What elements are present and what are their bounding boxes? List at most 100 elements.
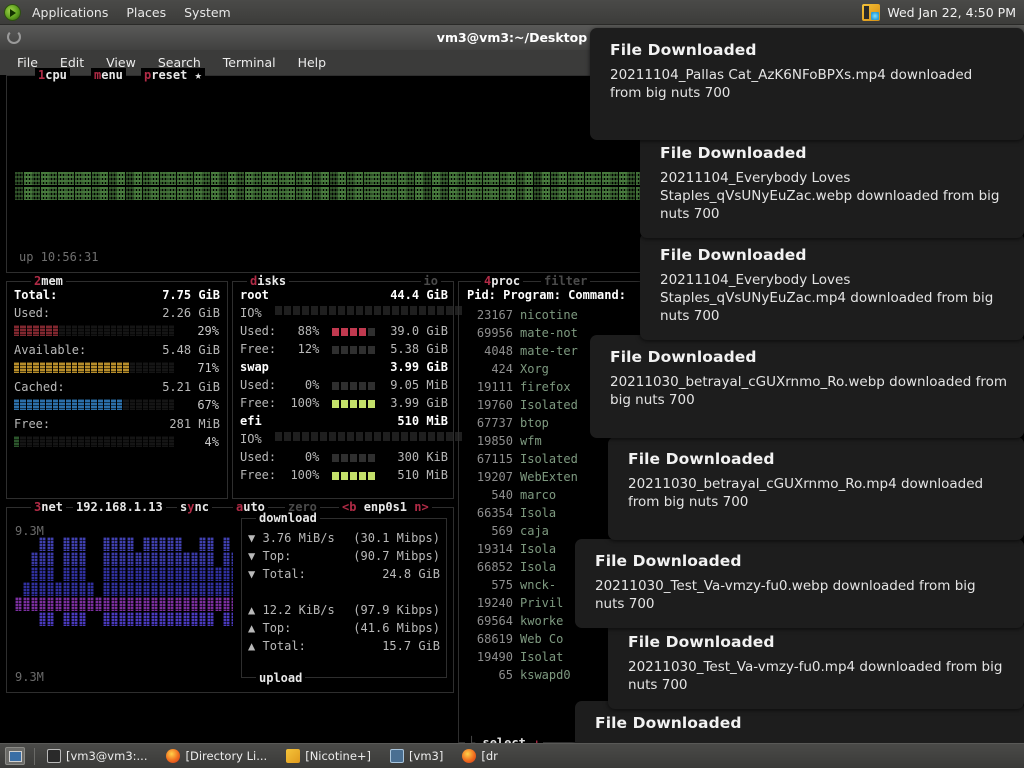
notification-toast[interactable]: File Downloaded 20211104_Everybody Loves …	[640, 131, 1024, 238]
disks-hotkey: d	[250, 274, 258, 288]
menu-places[interactable]: Places	[126, 4, 167, 20]
proc-filter-label[interactable]: filter	[541, 274, 591, 288]
disk-efi-free-bar	[331, 471, 375, 480]
notification-toast[interactable]: File Downloaded 20211030_Test_Va-vmzy-fu0…	[575, 539, 1024, 628]
show-desktop-icon[interactable]	[5, 747, 25, 765]
menu-edit[interactable]: Edit	[59, 55, 85, 70]
menu-file[interactable]: File	[17, 55, 38, 70]
net-ul-rate-row: ▲ 12.2 KiB/s (97.9 Kibps)	[248, 603, 440, 617]
notification-toast[interactable]: File Downloaded 20211030_Test_Va-vmzy-fu0…	[608, 620, 1024, 709]
mate-logo-icon[interactable]	[4, 3, 21, 21]
table-row[interactable]: 4048 mate-ter	[467, 344, 578, 358]
disks-io-label: io	[420, 274, 441, 288]
taskbar-task-label: [vm3]	[409, 749, 444, 763]
mem-box-number: 2	[34, 274, 42, 288]
table-row[interactable]: 67115 Isolated	[467, 452, 578, 466]
menu-help[interactable]: Help	[297, 55, 327, 70]
net-ul-rate: 12.2 KiB/s	[262, 603, 335, 617]
notification-toast[interactable]: File Downloaded 20211104_Everybody Loves …	[640, 233, 1024, 340]
proc-program: btop	[520, 416, 549, 430]
table-row[interactable]: 19760 Isolated	[467, 398, 578, 412]
disk-efi-used-pct: 0%	[304, 450, 320, 464]
menu-search[interactable]: Search	[157, 55, 201, 70]
proc-program: kswapd0	[520, 668, 571, 682]
disk-efi-io-bar	[275, 432, 462, 441]
table-row[interactable]: 19850 wfm	[467, 434, 542, 448]
proc-pid: 19760	[476, 398, 513, 412]
disk-root-io: IO%	[240, 306, 448, 320]
btop-net-box[interactable]: 3net 192.168.1.13 sync auto zero <b enp0…	[6, 500, 454, 693]
taskbar-task[interactable]: [vm3]	[382, 747, 451, 766]
proc-pid: 569	[491, 524, 513, 538]
table-row[interactable]: 68619 Web Co	[467, 632, 563, 646]
proc-pid: 66354	[476, 506, 513, 520]
table-row[interactable]: 19240 Privil	[467, 596, 563, 610]
taskbar-task[interactable]: [Nicotine+]	[278, 747, 379, 766]
proc-pid: 69564	[476, 614, 513, 628]
disk-root-row: root 44.4 GiB	[240, 288, 448, 302]
table-row[interactable]: 19314 Isola	[467, 542, 556, 556]
mem-free-pct: 4%	[204, 435, 219, 449]
table-row[interactable]: 69956 mate-not	[467, 326, 578, 340]
net-ul-total-arrow-icon: ▲	[248, 639, 256, 653]
proc-pid: 19314	[476, 542, 513, 556]
disk-root-free: Free: 12% 5.38 GiB	[240, 342, 448, 356]
notification-toast[interactable]: File Downloaded 20211030_betrayal_cGUXrnm…	[590, 335, 1024, 438]
nicotine-tray-icon[interactable]	[862, 3, 881, 21]
table-row[interactable]: 69564 kworke	[467, 614, 563, 628]
table-row[interactable]: 575 wnck-	[467, 578, 556, 592]
net-scale-top: 9.3M	[15, 524, 44, 538]
btop-mem-box[interactable]: 2mem Total: 7.75 GiB Used: 2.26 GiB 29% …	[6, 274, 228, 499]
menu-terminal[interactable]: Terminal	[222, 55, 276, 70]
proc-pid: 19850	[476, 434, 513, 448]
net-sync-label: s	[180, 500, 188, 514]
table-row[interactable]: 19207 WebExten	[467, 470, 578, 484]
net-traffic-graph	[15, 522, 233, 650]
proc-program: marco	[520, 488, 557, 502]
notification-title: File Downloaded	[628, 633, 775, 651]
proc-box-number: 4	[484, 274, 492, 288]
net-iface-prev[interactable]: <b	[342, 500, 357, 514]
mem-total-row: Total: 7.75 GiB	[14, 288, 220, 302]
net-ul-top-label: Top:	[262, 621, 292, 635]
table-row[interactable]: 66852 Isola	[467, 560, 556, 574]
table-row[interactable]: 65 kswapd0	[467, 668, 571, 682]
disk-swap-size: 3.99 GiB	[390, 360, 448, 374]
proc-program: Isola	[520, 542, 557, 556]
menu-applications[interactable]: Applications	[32, 4, 109, 20]
menu-system[interactable]: System	[184, 4, 231, 20]
table-row[interactable]: 66354 Isola	[467, 506, 556, 520]
clock[interactable]: Wed Jan 22, 4:50 PM	[887, 4, 1016, 20]
taskbar-task[interactable]: [dr	[454, 747, 506, 766]
table-row[interactable]: 540 marco	[467, 488, 556, 502]
mem-total-value: 7.75 GiB	[162, 288, 220, 302]
proc-program: Isolat	[520, 650, 564, 664]
btop-disks-box[interactable]: disks io root 44.4 GiB IO% Used: 88% 39.…	[232, 274, 462, 499]
notification-body: 20211030_betrayal_cGUXrnmo_Ro.mp4 downlo…	[628, 476, 984, 510]
taskbar-task[interactable]: [vm3@vm3:...	[39, 747, 155, 766]
table-row[interactable]: 19490 Isolat	[467, 650, 563, 664]
disk-swap-free-label: Free:	[240, 396, 277, 410]
mem-cached-label: Cached:	[14, 380, 65, 394]
notification-title: File Downloaded	[610, 41, 757, 59]
net-upload-label: upload	[256, 671, 306, 685]
table-row[interactable]: 23167 nicotine	[467, 308, 578, 322]
taskbar-task[interactable]: [Directory Li...	[158, 747, 275, 766]
mem-used-pct: 29%	[197, 324, 219, 338]
mem-cached-meter	[14, 399, 174, 410]
notification-toast[interactable]: File Downloaded 20211030_betrayal_cGUXrnm…	[608, 437, 1024, 540]
table-row[interactable]: 569 caja	[467, 524, 549, 538]
disk-root-io-label: IO%	[240, 306, 262, 320]
net-iface-next[interactable]: n>	[414, 500, 429, 514]
notification-body: 20211030_betrayal_cGUXrnmo_Ro.webp downl…	[610, 374, 1007, 408]
table-row[interactable]: 19111 firefox	[467, 380, 571, 394]
cpu-menu-hotkey: m	[94, 68, 102, 82]
window-title: vm3@vm3:~/Desktop	[436, 30, 588, 45]
table-row[interactable]: 424 Xorg	[467, 362, 549, 376]
notification-toast[interactable]: File Downloaded 20211104_Pallas Cat_AzK6N…	[590, 28, 1024, 140]
net-dl-rate: 3.76 MiB/s	[262, 531, 335, 545]
disk-swap-used: Used: 0% 9.05 MiB	[240, 378, 448, 392]
table-row[interactable]: 67737 btop	[467, 416, 549, 430]
notification-title: File Downloaded	[660, 246, 807, 264]
menu-view[interactable]: View	[106, 55, 136, 70]
